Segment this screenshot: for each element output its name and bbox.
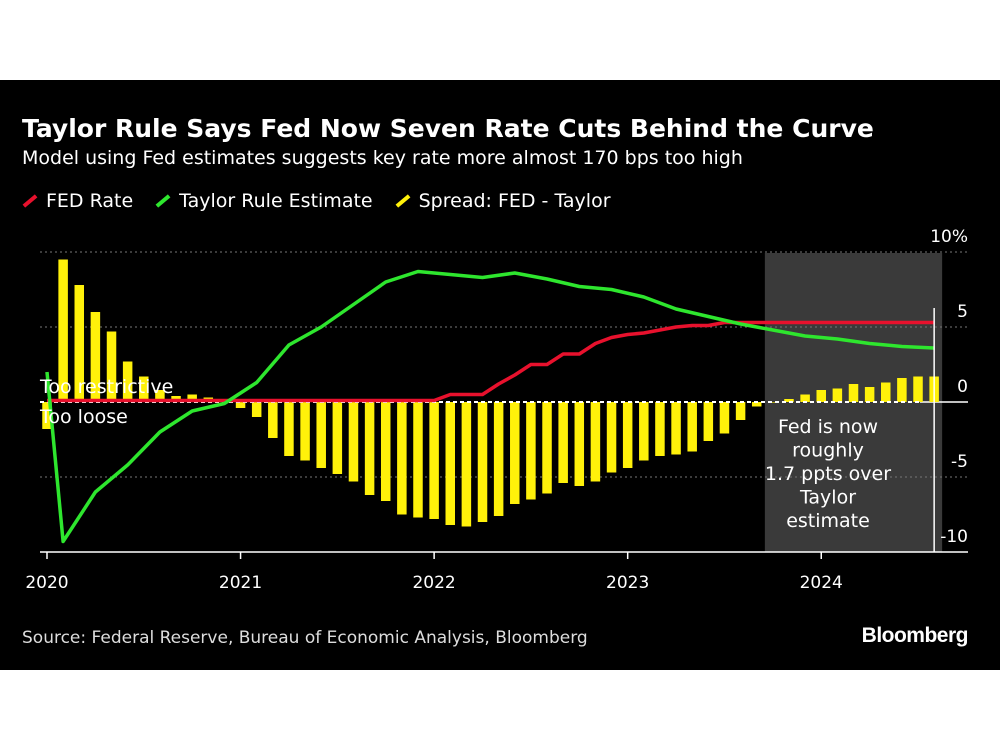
spread-bar <box>316 402 326 468</box>
y-tick-label: 5 <box>957 302 968 322</box>
spread-bar <box>42 402 52 429</box>
series-lines <box>45 269 935 544</box>
spread-bar <box>74 285 85 402</box>
spread-bar <box>429 402 439 519</box>
spread-bar <box>719 402 730 434</box>
spread-bar <box>848 384 859 402</box>
y-tick-label: 10% <box>930 227 968 247</box>
spread-bar <box>235 402 246 408</box>
spread-bar <box>687 402 697 452</box>
legend-label-spread: Spread: FED - Taylor <box>418 190 611 212</box>
spread-bar <box>139 376 149 402</box>
legend: FED Rate Taylor Rule Estimate Spread: FE… <box>22 190 611 212</box>
spread-bar <box>477 402 488 522</box>
spread-bar <box>251 402 262 417</box>
spread-bar <box>897 378 907 402</box>
spread-bar <box>606 402 617 473</box>
bloomberg-logo: Bloomberg <box>861 624 969 647</box>
spread-bars <box>42 259 939 527</box>
spread-bar <box>58 259 68 402</box>
spread-bar <box>461 402 472 527</box>
spread-bar <box>268 402 278 438</box>
too-loose-label: Too loose <box>39 406 128 428</box>
spread-bar <box>816 390 826 402</box>
spread-bar <box>445 402 455 525</box>
callout-line: roughly <box>792 440 864 462</box>
gridlines <box>40 251 968 553</box>
callout-line: estimate <box>786 510 870 532</box>
spread-bar <box>832 388 843 402</box>
spread-bar <box>364 402 375 495</box>
taylor-rule-line <box>45 269 935 544</box>
chart-subtitle: Model using Fed estimates suggests key r… <box>22 147 743 169</box>
spread-bar <box>397 402 407 515</box>
spread-bar <box>155 390 165 402</box>
x-tick-label: 2023 <box>606 573 649 593</box>
spread-bar <box>800 394 810 402</box>
spread-bar <box>639 402 649 461</box>
legend-label-fed-rate: FED Rate <box>46 190 134 212</box>
spread-bar <box>122 361 133 402</box>
spread-bar <box>784 399 794 402</box>
callout-line: Taylor <box>799 487 856 509</box>
x-axis-ticks: 2020 2021 2022 2023 2024 <box>25 551 968 593</box>
spread-bar <box>768 402 778 403</box>
legend-item-fed-rate: FED Rate <box>22 190 133 212</box>
spread-bar <box>187 394 197 402</box>
x-tick-label: 2022 <box>412 573 455 593</box>
spread-bar <box>413 402 423 518</box>
spread-bar <box>881 382 891 402</box>
legend-item-spread: Spread: FED - Taylor <box>395 190 611 212</box>
callout-line: Fed is now <box>778 416 878 438</box>
y-axis-ticks: 10% 5 0 -5 -10 <box>930 227 968 547</box>
spread-bar <box>526 402 536 500</box>
spread-bar <box>864 387 875 402</box>
spread-bar <box>671 402 681 455</box>
x-tick-label: 2020 <box>25 573 68 593</box>
spread-bar <box>348 402 359 482</box>
legend-item-taylor: Taylor Rule Estimate <box>155 190 373 212</box>
spread-bar <box>106 331 117 402</box>
spread-bar <box>574 402 585 486</box>
legend-label-taylor: Taylor Rule Estimate <box>179 190 373 212</box>
fed-rate-line <box>47 320 935 403</box>
spread-bar <box>590 402 601 482</box>
spread-bar <box>90 312 101 402</box>
y-tick-label: 0 <box>957 377 968 397</box>
y-tick-label: -5 <box>951 452 968 472</box>
too-restrictive-label: Too restrictive <box>39 376 173 398</box>
spread-bar <box>622 402 633 468</box>
spread-bar <box>735 402 746 420</box>
spread-bar <box>703 402 714 441</box>
y-tick-label: -10 <box>940 527 968 547</box>
spread-bar <box>655 402 665 456</box>
chart-title: Taylor Rule Says Fed Now Seven Rate Cuts… <box>22 114 874 143</box>
spread-bar <box>493 402 504 516</box>
callout-line: 1.7 ppts over <box>765 463 891 485</box>
spread-bar <box>284 402 294 456</box>
spread-bar <box>913 376 923 402</box>
x-tick-label: 2021 <box>219 573 262 593</box>
spread-bar <box>510 402 520 504</box>
spread-bar <box>380 402 391 501</box>
source-note: Source: Federal Reserve, Bureau of Econo… <box>22 628 588 648</box>
spread-bar <box>542 402 552 494</box>
x-tick-label: 2024 <box>800 573 843 593</box>
spread-bar <box>300 402 310 461</box>
spread-bar <box>332 402 343 474</box>
spread-bar <box>558 402 568 483</box>
spread-bar <box>751 402 762 407</box>
